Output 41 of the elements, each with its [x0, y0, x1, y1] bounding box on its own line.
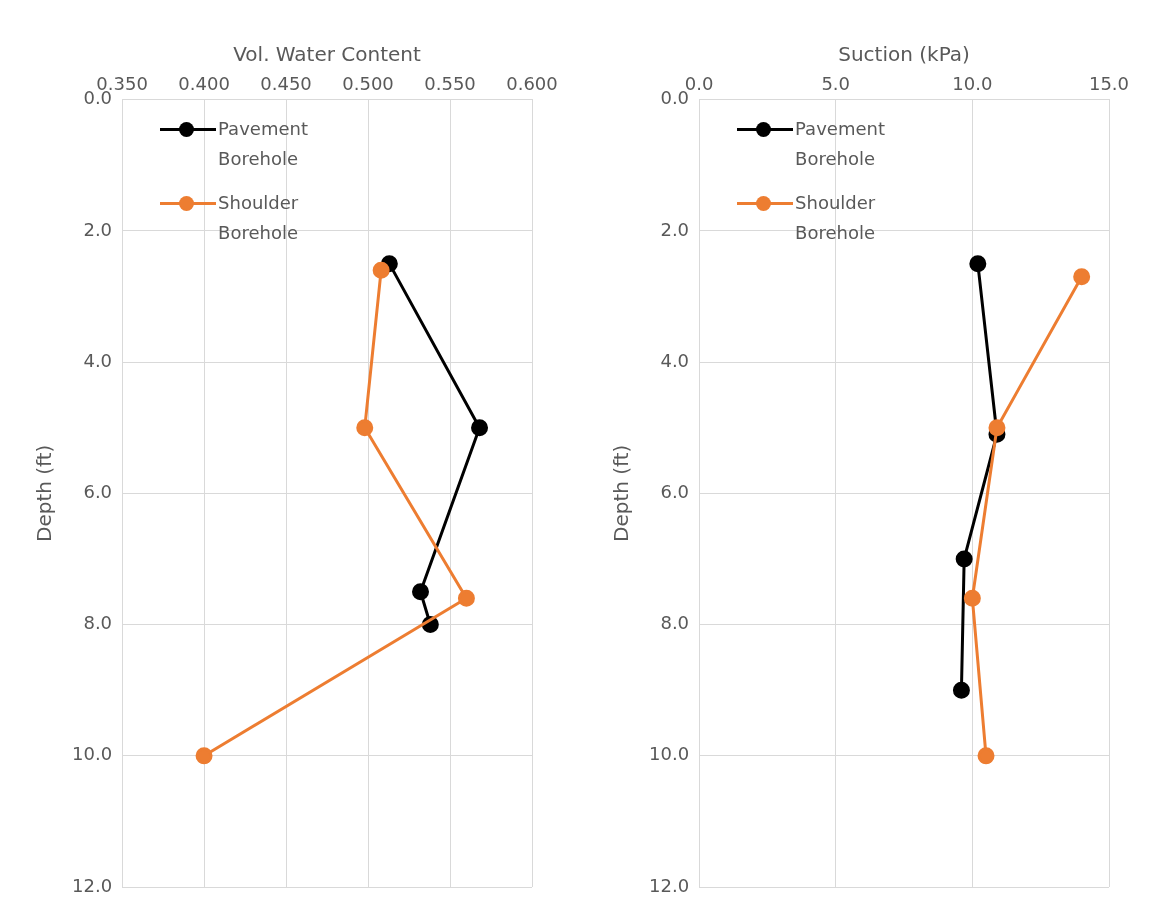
point: [977, 747, 995, 765]
point: [952, 681, 970, 699]
point: [412, 583, 429, 601]
y-axis-title: Depth (ft): [32, 444, 57, 543]
point: [372, 261, 390, 279]
y-tick-label: 4.0: [660, 349, 690, 371]
x-tick-label: 0.600: [506, 73, 558, 95]
x-tick-label: 15.0: [1088, 73, 1130, 95]
x-axis-title: Suction (kPa): [838, 42, 970, 67]
y-tick-label: 12.0: [649, 874, 690, 896]
x-tick-label: 0.400: [178, 73, 230, 95]
y-tick-label: 4.0: [83, 349, 113, 371]
point: [969, 255, 987, 273]
y-tick-label: 6.0: [83, 480, 113, 502]
legend-label: Pavement Borehole: [795, 116, 886, 171]
y-tick-label: 12.0: [72, 874, 113, 896]
point: [963, 589, 981, 607]
y-tick-label: 6.0: [660, 480, 690, 502]
legend-label: Shoulder Borehole: [218, 190, 300, 245]
x-tick-label: 0.550: [424, 73, 476, 95]
point: [195, 747, 213, 765]
legend-label: Shoulder Borehole: [795, 190, 877, 245]
point: [988, 419, 1006, 437]
legend-label: Pavement Borehole: [218, 116, 309, 171]
x-tick-label: 0.450: [260, 73, 312, 95]
point: [471, 419, 489, 437]
x-tick-label: 10.0: [952, 73, 993, 95]
x-tick-label: 0.500: [342, 73, 394, 95]
point: [457, 589, 475, 607]
y-tick-label: 10.0: [72, 743, 113, 765]
y-tick-label: 8.0: [660, 612, 690, 634]
y-tick-label: 8.0: [83, 612, 113, 634]
point: [955, 550, 973, 568]
y-tick-label: 2.0: [660, 218, 690, 240]
x-axis-title: Vol. Water Content: [233, 42, 422, 67]
y-tick-label: 2.0: [83, 218, 113, 240]
point: [356, 419, 374, 437]
point: [1073, 268, 1091, 286]
y-axis-title: Depth (ft): [609, 444, 634, 543]
x-tick-label: 5.0: [821, 73, 851, 95]
y-tick-label: 10.0: [649, 743, 690, 765]
